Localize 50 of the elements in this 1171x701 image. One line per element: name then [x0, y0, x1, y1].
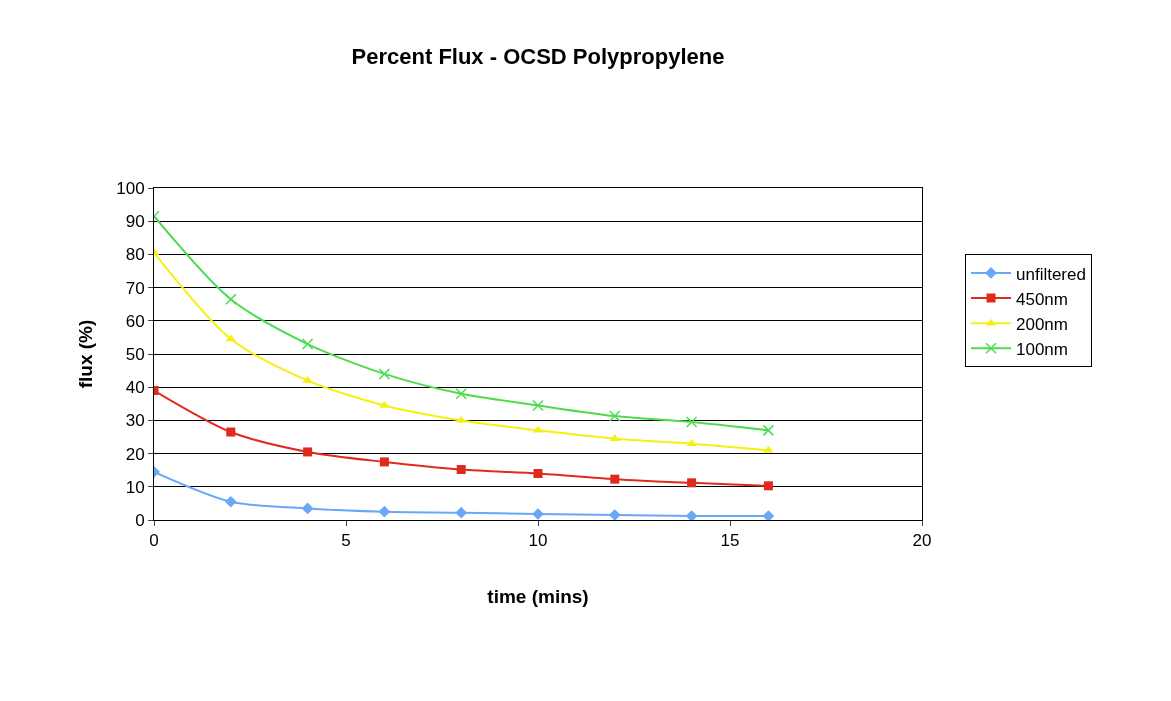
y-tick-label: 80: [125, 245, 145, 265]
point: [763, 481, 773, 491]
x-tick-label: 0: [149, 531, 159, 551]
point: [303, 447, 313, 457]
y-axis-title: flux (%): [75, 319, 97, 389]
y-tick-label: 70: [125, 278, 145, 298]
y-tick-label: 40: [125, 378, 145, 398]
point: [762, 424, 775, 437]
legend-label: 100nm: [1016, 339, 1068, 359]
point: [455, 506, 468, 519]
point: [379, 457, 389, 467]
point: [378, 368, 391, 380]
y-tick-label: 10: [125, 477, 145, 497]
y-tick-label: 100: [116, 178, 145, 198]
y-tick-label: 90: [125, 212, 145, 232]
chart-title: Percent Flux - OCSD Polypropylene: [351, 44, 725, 70]
x-tick-label: 15: [720, 531, 740, 551]
point: [224, 495, 237, 508]
point: [685, 416, 698, 428]
point: [763, 445, 774, 453]
x-tick-label: 10: [528, 531, 548, 551]
legend-label: 200nm: [1016, 314, 1068, 334]
point: [225, 334, 236, 342]
point: [532, 399, 544, 412]
x-tick-label: 5: [341, 531, 351, 551]
point: [455, 388, 467, 400]
point: [533, 469, 543, 479]
y-tick-label: 30: [125, 411, 145, 431]
x-axis-title: time (mins): [487, 586, 589, 608]
point: [301, 338, 314, 350]
point: [685, 510, 698, 520]
point: [762, 510, 775, 520]
point: [687, 478, 697, 488]
y-tick-label: 20: [125, 444, 145, 464]
x-tick-label: 20: [912, 531, 932, 551]
point: [378, 505, 391, 518]
y-tick-label: 50: [125, 344, 145, 364]
point: [225, 293, 237, 305]
point: [608, 509, 621, 520]
y-tick-label: 60: [125, 311, 145, 331]
point: [226, 427, 236, 437]
point: [609, 410, 621, 422]
point: [379, 400, 390, 408]
y-tick-label: 0: [135, 510, 145, 530]
legend-label: 450nm: [1016, 289, 1068, 309]
point: [610, 474, 620, 484]
legend-label: unfiltered: [1016, 264, 1086, 284]
point: [456, 415, 467, 423]
point: [456, 465, 466, 475]
point: [301, 502, 314, 515]
